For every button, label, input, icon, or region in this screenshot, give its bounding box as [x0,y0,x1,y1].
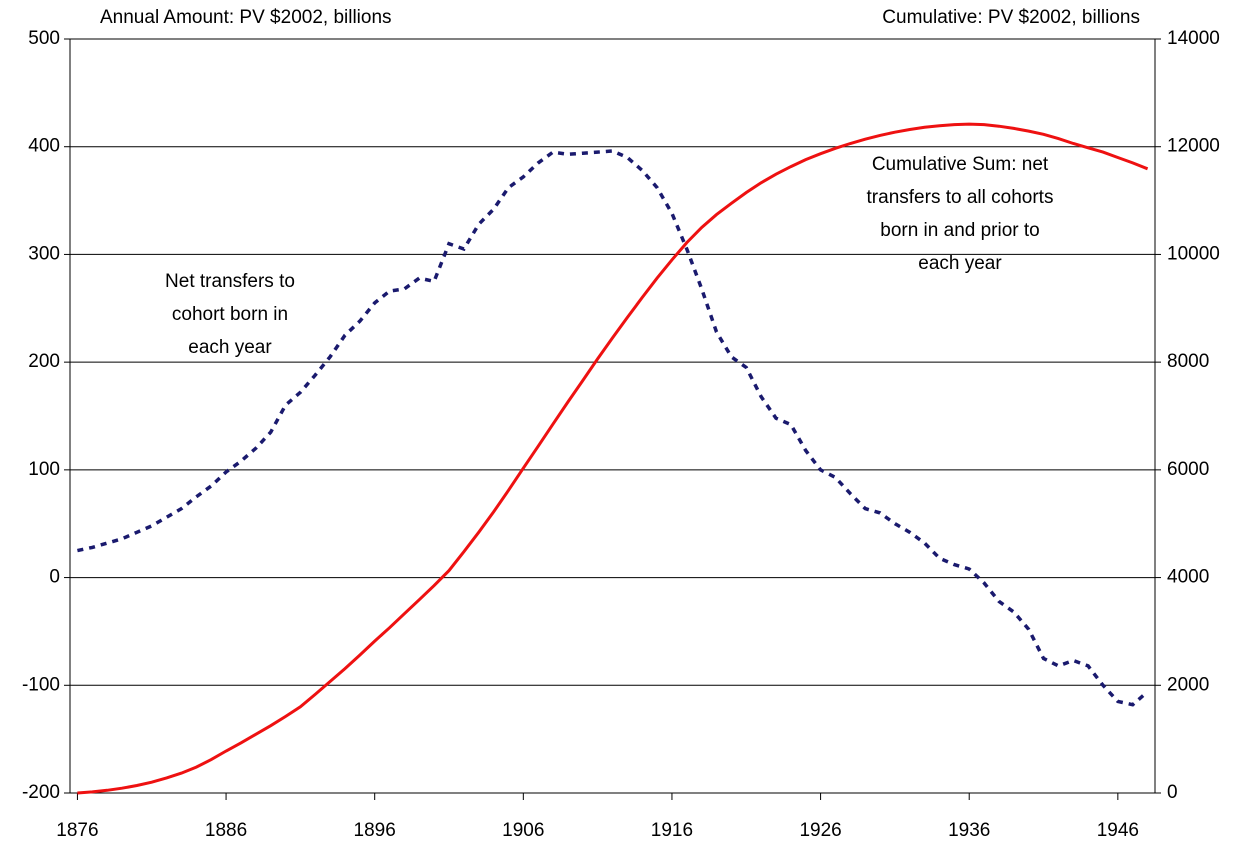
x-tick-label: 1926 [799,820,841,841]
x-tick-label: 1946 [1097,820,1139,841]
annotation: cohort born in [172,304,288,325]
annotation: Cumulative Sum: net [872,154,1049,175]
y-tick-label: 500 [28,28,60,49]
x-tick-label: 1876 [56,820,98,841]
annotation: transfers to all cohorts [867,187,1054,208]
y2-tick-label: 8000 [1167,351,1209,372]
y-tick-label: -200 [22,782,60,803]
y2-tick-label: 6000 [1167,459,1209,480]
y2-axis-label: Cumulative: PV $2002, billions [882,7,1140,28]
y2-tick-label: 2000 [1167,674,1209,695]
y-tick-label: 300 [28,243,60,264]
annotation: Net transfers to [165,271,295,292]
x-tick-label: 1916 [651,820,693,841]
y-tick-label: 400 [28,136,60,157]
y2-tick-label: 10000 [1167,243,1220,264]
series-line [77,149,1149,707]
x-tick-label: 1886 [205,820,247,841]
y2-tick-label: 14000 [1167,28,1220,49]
y-tick-label: 200 [28,351,60,372]
annotation: born in and prior to [880,220,1040,241]
y2-tick-label: 12000 [1167,136,1220,157]
x-tick-label: 1906 [502,820,544,841]
y-tick-label: -100 [22,674,60,695]
y2-tick-label: 4000 [1167,567,1209,588]
annotation: each year [188,337,272,358]
x-tick-label: 1896 [354,820,396,841]
y-tick-label: 0 [49,567,60,588]
series-line [77,122,1149,795]
y-axis-label: Annual Amount: PV $2002, billions [100,7,392,28]
y-tick-label: 100 [28,459,60,480]
y2-tick-label: 0 [1167,782,1178,803]
x-tick-label: 1936 [948,820,990,841]
annotation: each year [918,253,1002,274]
